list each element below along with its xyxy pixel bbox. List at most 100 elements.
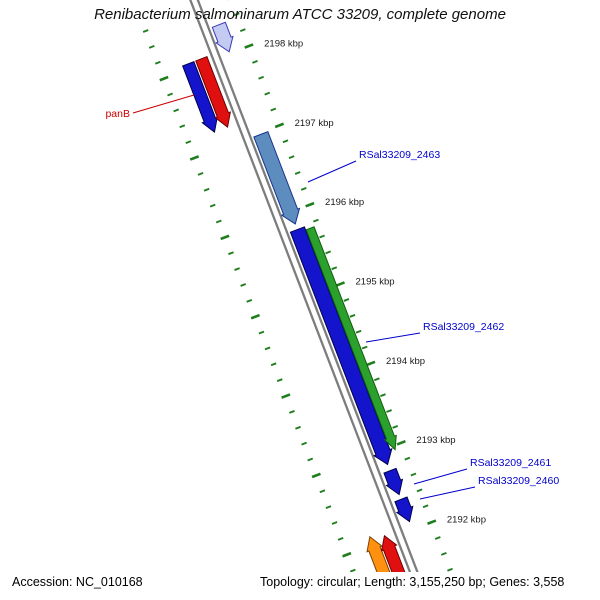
- gene-feature-panB-red[interactable]: [194, 56, 235, 130]
- status-genome-info: Topology: circular; Length: 3,155,250 bp…: [260, 575, 565, 589]
- gene-feature-RSal33209_2461[interactable]: [382, 467, 407, 498]
- minor-tick-mark: [325, 505, 332, 510]
- minor-tick-mark: [258, 330, 265, 335]
- minor-tick-mark: [270, 107, 277, 112]
- gene-feature-panB-blue[interactable]: [181, 61, 222, 135]
- minor-tick-mark: [392, 425, 399, 429]
- minor-tick-mark: [239, 28, 246, 33]
- gene-label-panB[interactable]: panB: [105, 108, 130, 120]
- gene-label-RSal33209_2460[interactable]: RSal33209_2460: [478, 475, 559, 487]
- major-tick-mark: [366, 360, 376, 367]
- gene-feature-RSal33209_2460[interactable]: [393, 496, 417, 524]
- minor-tick-mark: [337, 537, 344, 541]
- minor-tick-mark: [197, 171, 204, 176]
- minor-tick-mark: [270, 362, 277, 367]
- map-title: Renibacterium salmoninarum ATCC 33209, c…: [94, 6, 506, 23]
- label-leader-line: [419, 486, 476, 500]
- gene-label-RSal33209_2461[interactable]: RSal33209_2461: [470, 457, 551, 469]
- minor-tick-mark: [142, 29, 149, 33]
- label-leader-line: [132, 94, 195, 114]
- minor-tick-mark: [252, 60, 258, 64]
- minor-tick-mark: [325, 250, 332, 255]
- minor-tick-mark: [154, 60, 161, 65]
- minor-tick-mark: [167, 92, 173, 97]
- minor-tick-mark: [288, 410, 295, 414]
- minor-tick-mark: [447, 567, 453, 572]
- minor-tick-mark: [313, 218, 319, 223]
- minor-tick-mark: [276, 378, 283, 383]
- minor-tick-mark: [307, 457, 314, 462]
- minor-tick-mark: [416, 488, 423, 493]
- label-leader-line: [365, 332, 421, 343]
- major-tick-mark: [189, 155, 200, 161]
- major-tick-mark: [342, 551, 352, 558]
- minor-tick-mark: [148, 45, 155, 49]
- major-tick-mark: [335, 281, 345, 287]
- minor-tick-mark: [264, 91, 271, 96]
- backbone-line: [183, 0, 429, 572]
- minor-tick-mark: [410, 472, 417, 477]
- minor-tick-mark: [294, 171, 301, 175]
- major-tick-mark: [274, 122, 285, 129]
- label-leader-line: [413, 468, 468, 485]
- minor-tick-mark: [185, 140, 192, 144]
- gene-feature-RSal33209_2462[interactable]: [289, 226, 397, 468]
- minor-tick-mark: [301, 441, 307, 446]
- major-tick-mark: [311, 472, 321, 479]
- minor-tick-mark: [404, 456, 411, 461]
- major-tick-mark: [427, 519, 437, 525]
- minor-tick-mark: [295, 425, 301, 430]
- minor-tick-mark: [264, 346, 271, 351]
- minor-tick-mark: [355, 329, 362, 334]
- minor-tick-mark: [246, 298, 253, 303]
- minor-tick-mark: [233, 12, 240, 17]
- status-accession: Accession: NC_010168: [12, 575, 143, 589]
- minor-tick-mark: [215, 219, 222, 224]
- minor-tick-mark: [282, 139, 289, 144]
- gene-feature-RSal33209_2463[interactable]: [252, 130, 304, 227]
- status-bar: Accession: NC_010168 Topology: circular;…: [0, 572, 600, 600]
- genome-map-canvas: 2198 kbp 2197 kbp 2196 kbp 2195 kbp 2194 kbp…: [105, 0, 559, 572]
- minor-tick-mark: [179, 124, 186, 129]
- rotated-map-group: [142, 0, 453, 572]
- tick-label: 2192 kbp: [447, 515, 486, 526]
- major-tick-mark: [244, 43, 254, 49]
- minor-tick-mark: [440, 552, 447, 556]
- minor-tick-mark: [361, 345, 368, 350]
- major-tick-mark: [159, 75, 169, 82]
- minor-tick-mark: [331, 521, 338, 525]
- minor-tick-mark: [234, 267, 240, 271]
- gene-label-RSal33209_2462[interactable]: RSal33209_2462: [423, 321, 504, 333]
- backbone-line: [189, 0, 436, 572]
- gene-feature-top-gene[interactable]: [210, 21, 237, 55]
- major-tick-mark: [250, 313, 261, 320]
- minor-tick-mark: [300, 186, 307, 191]
- minor-tick-mark: [319, 489, 326, 494]
- tick-label: 2198 kbp: [264, 38, 303, 49]
- tick-label: 2196 kbp: [325, 197, 364, 208]
- tick-label: 2195 kbp: [356, 276, 395, 287]
- gene-feature-RSal33209_2462-cds[interactable]: [304, 226, 401, 452]
- minor-tick-mark: [349, 313, 356, 318]
- tick-label: 2194 kbp: [386, 356, 425, 367]
- minor-tick-mark: [203, 187, 210, 192]
- minor-tick-mark: [422, 504, 429, 509]
- gene-feature-bottom-orange[interactable]: [362, 534, 398, 572]
- minor-tick-mark: [240, 283, 247, 287]
- tick-label: 2197 kbp: [295, 118, 334, 129]
- minor-tick-mark: [173, 108, 180, 113]
- gene-feature-bottom-red[interactable]: [377, 533, 413, 572]
- major-tick-mark: [281, 393, 291, 399]
- major-tick-mark: [220, 234, 230, 241]
- minor-tick-mark: [386, 409, 392, 413]
- minor-tick-mark: [380, 393, 386, 398]
- minor-tick-mark: [343, 298, 350, 302]
- minor-tick-mark: [228, 251, 234, 256]
- label-leader-line: [307, 160, 357, 183]
- tick-label: 2193 kbp: [416, 435, 455, 446]
- minor-tick-mark: [349, 568, 356, 572]
- minor-tick-mark: [288, 155, 295, 159]
- gene-label-RSal33209_2463[interactable]: RSal33209_2463: [359, 149, 440, 161]
- minor-tick-mark: [434, 536, 441, 540]
